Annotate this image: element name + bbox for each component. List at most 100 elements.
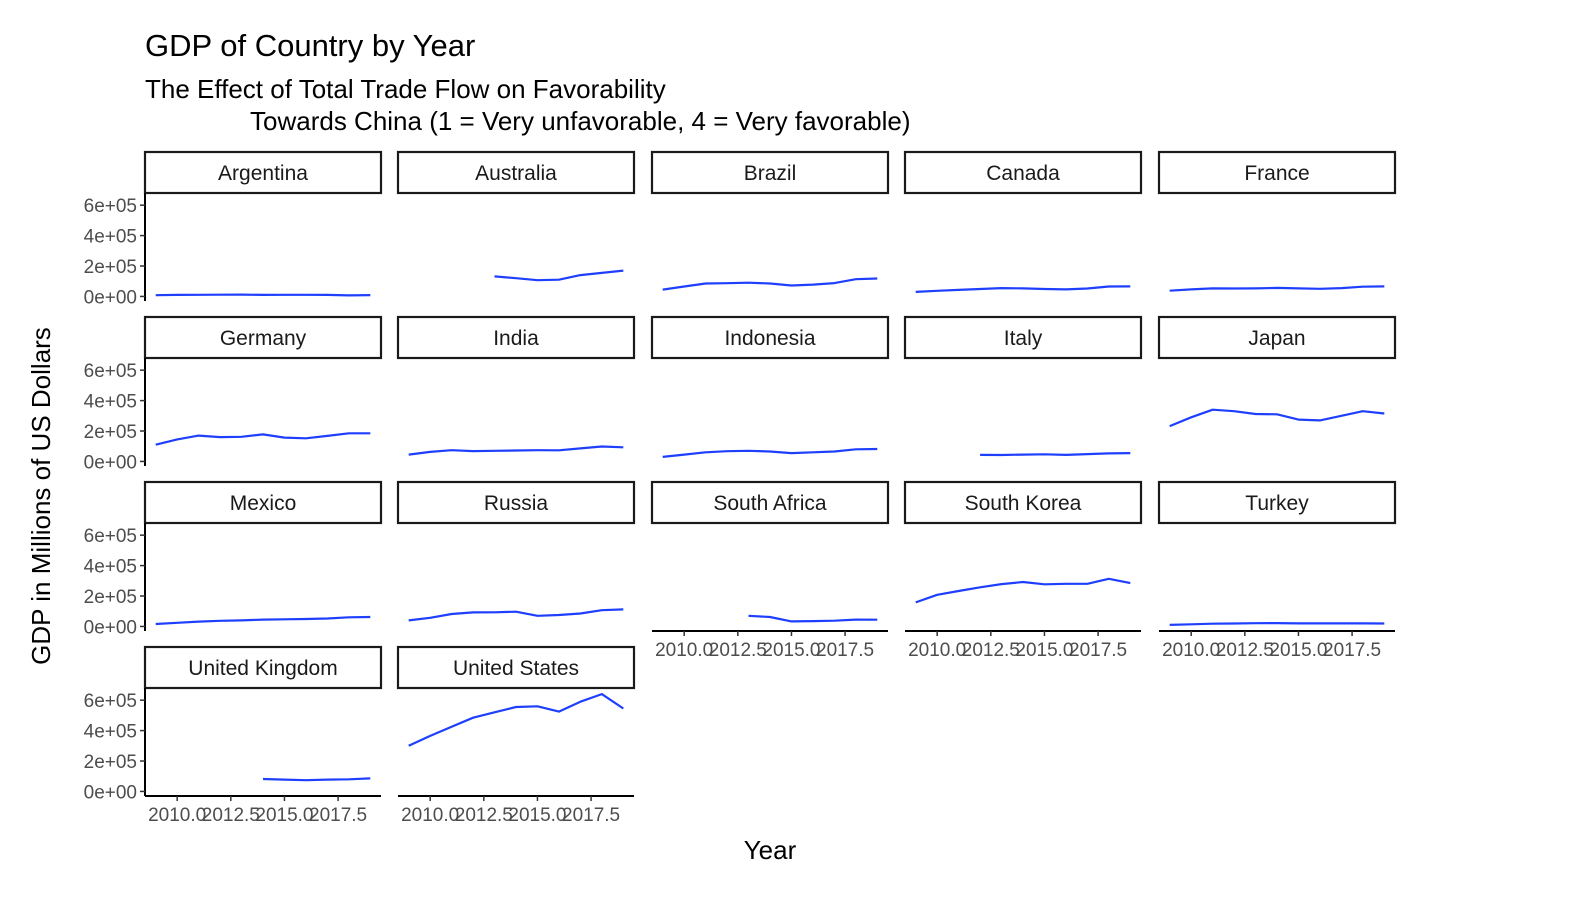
y-tick-label: 6e+05 (84, 361, 137, 382)
facet-panel-india: India (396, 315, 636, 456)
facet-panel-brazil: Brazil (650, 150, 890, 291)
x-tick-label: 2010.0 (655, 640, 713, 661)
x-tick-label: 2010.0 (1162, 640, 1220, 661)
series-line-france (1169, 285, 1385, 292)
facet-strip-label: Germany (220, 327, 307, 350)
x-tick-label: 2012.5 (202, 805, 260, 826)
facet-panel-germany: Germany 0e+00 2e+05 4e+05 6e+05 (84, 315, 383, 473)
facet-strip-label: Russia (484, 492, 549, 515)
x-tick-label: 2012.5 (1216, 640, 1274, 661)
x-tick-label: 2017.5 (1323, 640, 1381, 661)
facet-strip (143, 150, 383, 195)
facet-panel-russia: Russia (396, 480, 636, 622)
y-tick-label: 4e+05 (84, 227, 137, 248)
facet-strip (1157, 315, 1397, 360)
series-line-mexico (155, 615, 371, 626)
series-line-australia (494, 269, 624, 282)
y-tick-label: 6e+05 (84, 526, 137, 547)
facet-strip (396, 645, 636, 690)
x-tick-label: 2012.5 (962, 640, 1020, 661)
series-line-germany (155, 432, 371, 446)
facet-panel-japan: Japan (1157, 315, 1397, 428)
x-tick-label: 2015.0 (1015, 640, 1073, 661)
facet-panel-argentina: Argentina 0e+00 2e+05 4e+05 6e+05 (84, 150, 383, 308)
x-tick-label: 2012.5 (709, 640, 767, 661)
facet-strip (396, 480, 636, 525)
y-tick-label: 2e+05 (84, 257, 137, 278)
facet-strip-label: Japan (1248, 327, 1305, 350)
facet-strip (1157, 480, 1397, 525)
facet-strip-label: United States (453, 657, 579, 680)
y-tick-label: 2e+05 (84, 422, 137, 443)
x-tick-label: 2010.0 (908, 640, 966, 661)
series-line-south-africa (748, 614, 878, 623)
series-line-turkey (1169, 621, 1385, 626)
facet-panel-mexico: Mexico 0e+00 2e+05 4e+05 6e+05 (84, 480, 383, 638)
y-tick-label: 2e+05 (84, 752, 137, 773)
y-tick-label: 4e+05 (84, 557, 137, 578)
facet-strip (143, 315, 383, 360)
facet-strip (903, 150, 1143, 195)
facet-strip (1157, 150, 1397, 195)
facet-strip-label: Mexico (230, 492, 297, 515)
x-tick-label: 2017.5 (562, 805, 620, 826)
facet-strip-label: Canada (986, 162, 1060, 185)
facet-strip (396, 315, 636, 360)
series-line-south-korea (915, 577, 1131, 604)
facet-panel-france: France (1157, 150, 1397, 292)
x-tick-label: 2017.5 (1069, 640, 1127, 661)
facet-strip-label: South Africa (713, 492, 827, 515)
y-tick-label: 4e+05 (84, 722, 137, 743)
facet-strip (650, 315, 890, 360)
x-tick-label: 2012.5 (455, 805, 513, 826)
facet-strip (903, 480, 1143, 525)
series-line-italy (980, 452, 1131, 457)
series-line-argentina (155, 293, 371, 297)
series-line-brazil (662, 277, 878, 291)
x-tick-label: 2017.5 (309, 805, 367, 826)
chart-subtitle-line-2: Towards China (1 = Very unfavorable, 4 =… (250, 106, 910, 136)
facet-panels: Argentina 0e+00 2e+05 4e+05 6e+05 Australia Br… (84, 150, 1397, 826)
facet-strip (650, 480, 890, 525)
x-tick-label: 2015.0 (1269, 640, 1327, 661)
x-tick-label: 2017.5 (816, 640, 874, 661)
x-tick-label: 2015.0 (255, 805, 313, 826)
facet-panel-canada: Canada (903, 150, 1143, 293)
y-tick-label: 0e+00 (84, 287, 137, 308)
chart-subtitle-line-1: The Effect of Total Trade Flow on Favora… (145, 74, 666, 104)
facet-strip (903, 315, 1143, 360)
chart-title: GDP of Country by Year (145, 28, 475, 63)
facet-strip (143, 480, 383, 525)
y-tick-label: 0e+00 (84, 452, 137, 473)
series-line-indonesia (662, 447, 878, 458)
series-line-united-kingdom (262, 777, 371, 782)
facet-strip-label: Indonesia (724, 327, 815, 350)
facet-strip-label: Italy (1004, 327, 1043, 350)
y-tick-label: 0e+00 (84, 782, 137, 803)
series-line-india (408, 445, 624, 456)
facet-panel-australia: Australia (396, 150, 636, 282)
facet-strip-label: Argentina (218, 162, 308, 185)
facet-strip (143, 645, 383, 690)
series-line-canada (915, 285, 1131, 293)
facet-strip-label: United Kingdom (188, 657, 337, 680)
series-line-japan (1169, 408, 1385, 428)
x-tick-label: 2015.0 (508, 805, 566, 826)
facet-strip-label: South Korea (965, 492, 1082, 515)
facet-strip-label: Turkey (1245, 492, 1309, 515)
facet-panel-united-kingdom: United Kingdom 0e+00 2e+05 4e+05 6e+05 2010.0… (84, 645, 383, 826)
y-tick-label: 6e+05 (84, 691, 137, 712)
facet-strip-label: India (493, 327, 539, 350)
facet-panel-indonesia: Indonesia (650, 315, 890, 458)
y-tick-label: 0e+00 (84, 617, 137, 638)
x-axis-title: Year (744, 835, 797, 865)
y-axis-title: GDP in Millions of US Dollars (26, 327, 56, 665)
x-tick-label: 2010.0 (148, 805, 206, 826)
facet-strip-label: Brazil (744, 162, 797, 185)
y-tick-label: 2e+05 (84, 587, 137, 608)
